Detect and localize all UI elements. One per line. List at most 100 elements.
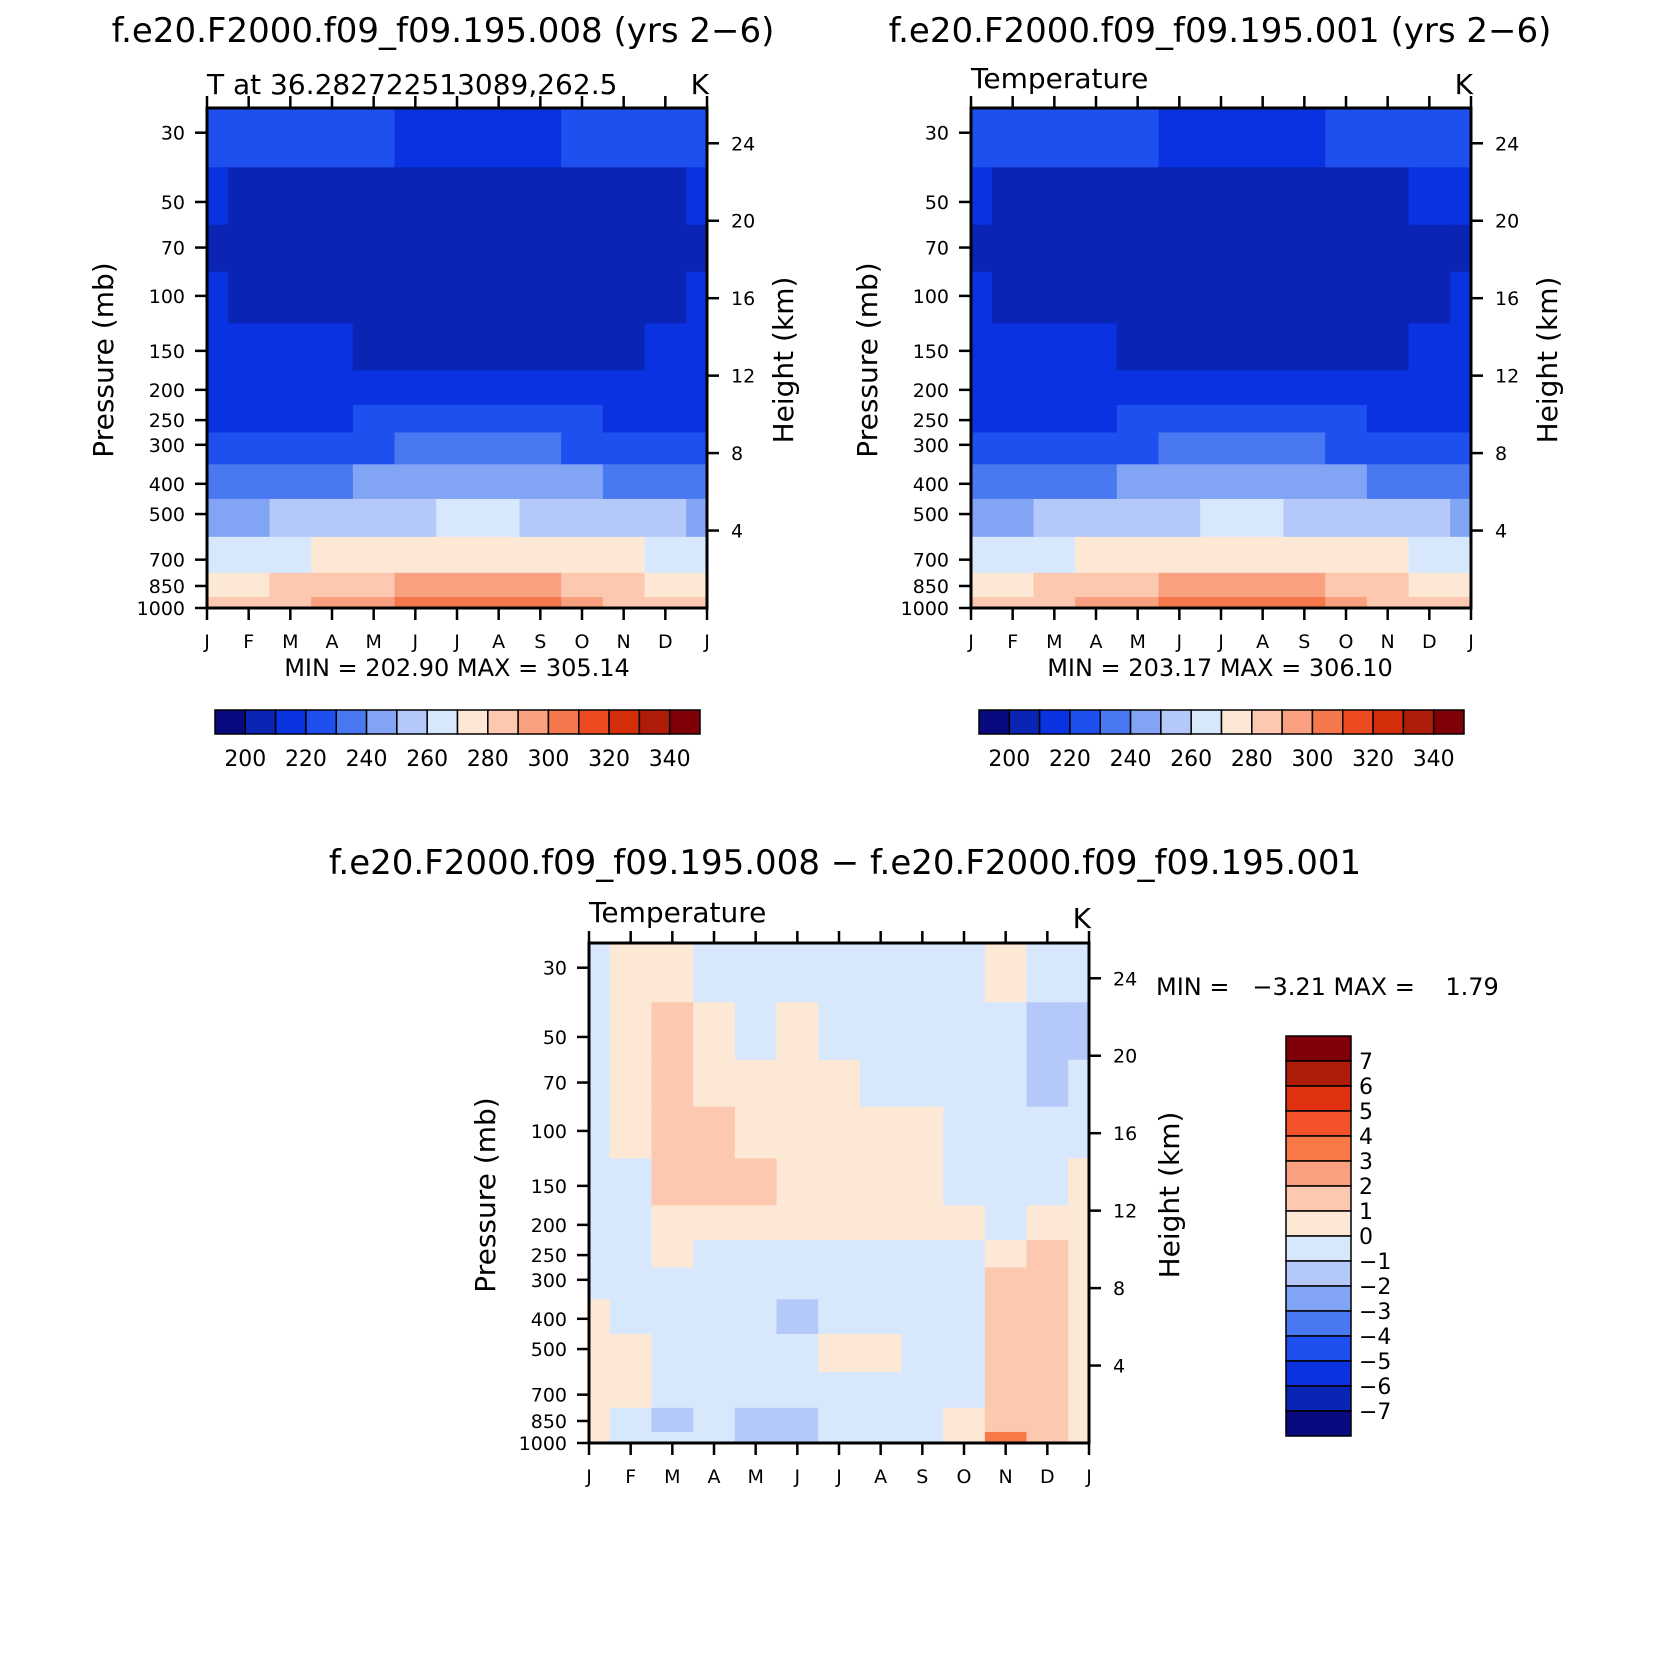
contour-cell [602, 536, 646, 574]
contour-cell [859, 1059, 903, 1108]
colorbar-swatch [1008, 709, 1041, 735]
contour-cell [971, 271, 993, 324]
y2-tick-label: 4 [731, 521, 743, 543]
contour-cell [1366, 167, 1410, 226]
colorbar-swatch [244, 709, 277, 735]
contour-cell [436, 432, 479, 465]
y-tick-label: 30 [161, 123, 185, 145]
x-tick-label: N [1381, 631, 1395, 653]
colorbar-label: 300 [1291, 747, 1333, 772]
contour-cell [991, 323, 1035, 371]
contour-cell [227, 572, 271, 598]
y-tick-label: 200 [149, 380, 185, 402]
y-tick-label: 100 [531, 1121, 567, 1143]
contour-cell [818, 1431, 861, 1443]
contour-cell [207, 404, 229, 434]
contour-cell [818, 1059, 861, 1108]
contour-cell [311, 224, 354, 273]
contour-cell [609, 1158, 653, 1206]
contour-cell [394, 432, 437, 465]
x-tick-label: D [1040, 1466, 1055, 1488]
contour-cell [1408, 432, 1451, 465]
contour-cell [561, 432, 604, 465]
colorbar-label: −2 [1359, 1275, 1391, 1300]
y-axis-label: Pressure (mb) [851, 262, 884, 457]
contour-cell [1033, 404, 1076, 434]
contour-cell [644, 572, 687, 598]
contour-cell [1026, 1002, 1069, 1061]
contour-cell [984, 1239, 1028, 1269]
contour-cell [436, 224, 479, 273]
contour-cell [589, 1205, 611, 1241]
colorbar-label: 220 [1049, 747, 1091, 772]
contour-cell [901, 1002, 944, 1061]
contour-cell [734, 1299, 778, 1335]
contour-cell [477, 432, 521, 465]
contour-cell [1283, 464, 1326, 500]
contour-cell [269, 271, 312, 324]
contour-cell [589, 1239, 611, 1269]
contour-cell [1283, 323, 1326, 371]
colorbar-swatch [1285, 1385, 1352, 1412]
contour-cell [477, 536, 521, 574]
contour-cell [436, 464, 479, 500]
contour-cell [1200, 404, 1243, 434]
contour-cell [477, 108, 521, 168]
contour-cell [394, 464, 437, 500]
contour-cell [561, 596, 604, 608]
contour-cell [561, 224, 604, 273]
contour-cell [1408, 596, 1451, 608]
contour-cell [311, 432, 354, 465]
contour-cell [1325, 572, 1368, 598]
contour-cell [207, 370, 229, 406]
contour-cell [352, 404, 396, 434]
contour-cell [561, 464, 604, 500]
contour-cell [686, 404, 707, 434]
contour-cell [693, 1059, 736, 1108]
contour-cell [1075, 224, 1118, 273]
contour-cell [651, 1106, 694, 1159]
y2-tick-label: 8 [1495, 443, 1507, 465]
panel-top-right: f.e20.F2000.f09_f09.195.001 (yrs 2−6) Te… [851, 11, 1564, 772]
contour-cell [561, 498, 604, 538]
x-tick-label: F [1007, 631, 1018, 653]
contour-cell [818, 1239, 861, 1269]
contour-cell [984, 1333, 1028, 1373]
contour-cell [227, 432, 271, 465]
contour-cell [1450, 167, 1471, 226]
contour-cell [561, 323, 604, 371]
contour-cell [644, 432, 687, 465]
contour-cell [943, 943, 986, 1003]
contour-cell [1408, 323, 1451, 371]
contour-cell [693, 1158, 736, 1206]
contour-cell [991, 498, 1035, 538]
colorbar-swatch [1281, 709, 1314, 735]
contour-cell [561, 108, 604, 168]
colorbar-swatch [1372, 709, 1405, 735]
contour-cell [1068, 1059, 1089, 1108]
contour-cell [901, 1407, 944, 1433]
contour-cell [901, 1267, 944, 1300]
contour-cell [984, 943, 1028, 1003]
y-tick-label: 500 [149, 504, 185, 526]
contour-cell [227, 404, 271, 434]
contour-cell [394, 498, 437, 538]
contour-cell [943, 1106, 986, 1159]
contour-cell [734, 1002, 778, 1061]
contour-cell [901, 1299, 944, 1335]
contour-cell [352, 464, 396, 500]
contour-cell [519, 224, 562, 273]
y-tick-label: 150 [531, 1176, 567, 1198]
contour-cell [644, 224, 687, 273]
contour-cell [1283, 108, 1326, 168]
contour-cell [651, 943, 694, 1003]
contour-cell [207, 596, 229, 608]
contour-cell [1325, 464, 1368, 500]
contour-cell [1366, 572, 1410, 598]
contour-cell [1450, 323, 1471, 371]
panel-units: K [1455, 68, 1474, 101]
min-max-stats: MIN = 203.17 MAX = 306.10 [1047, 654, 1393, 682]
contour-cell [644, 596, 687, 608]
contour-cell [269, 404, 312, 434]
x-tick-label: D [1422, 631, 1437, 653]
